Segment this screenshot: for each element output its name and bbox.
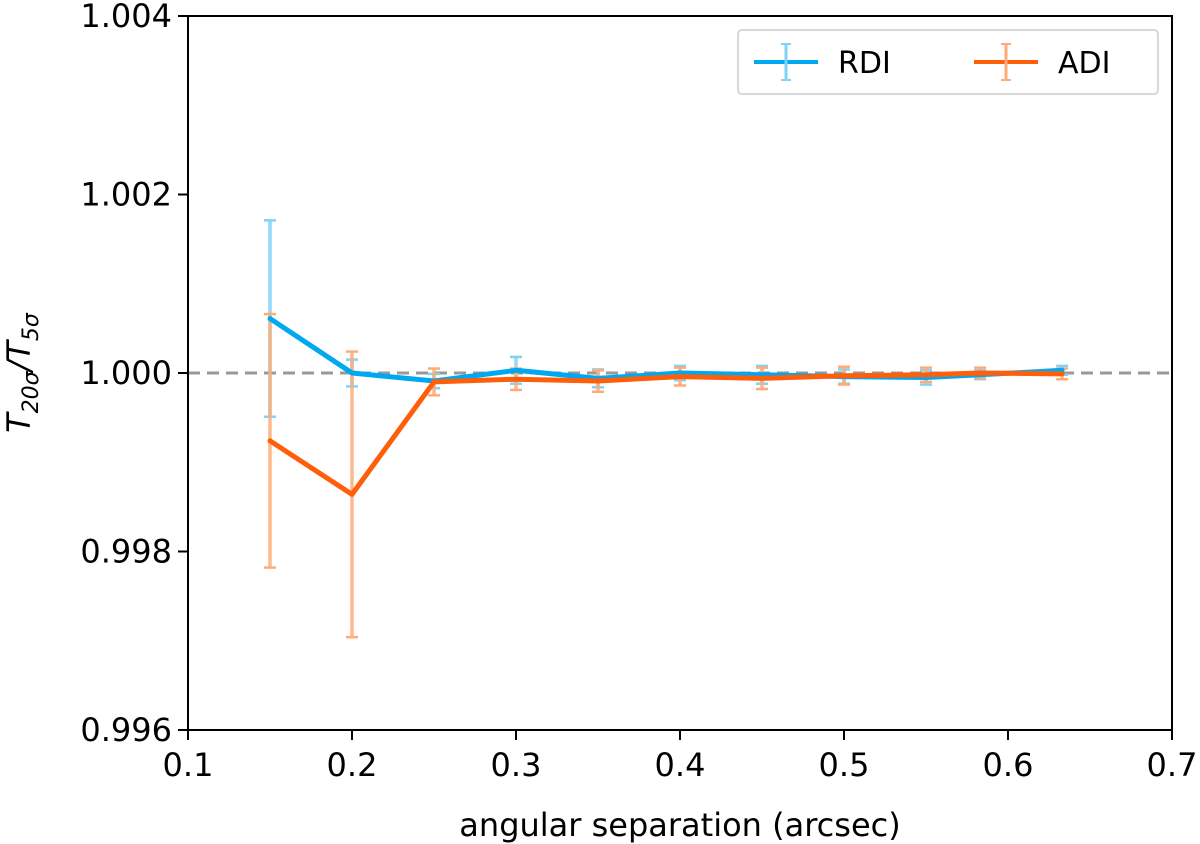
x-tick-label: 0.2 [327, 746, 378, 784]
x-axis-label: angular separation (arcsec) [459, 806, 900, 844]
y-axis-label-sub1: 20σ [19, 370, 44, 413]
y-axis-label: T20σ/T5σ [0, 312, 44, 433]
y-tick-label: 0.996 [80, 711, 172, 749]
adi-series-line [267, 370, 1065, 497]
x-tick-label: 0.3 [491, 746, 542, 784]
x-tick-label: 0.6 [983, 746, 1034, 784]
x-tick-label: 0.1 [163, 746, 214, 784]
y-tick-label: 1.000 [80, 354, 172, 392]
y-axis-label-sub2: 5σ [19, 312, 44, 341]
y-tick-label: 0.998 [80, 533, 172, 571]
y-tick-label: 1.002 [80, 176, 172, 214]
y-tick-label: 1.004 [80, 0, 172, 35]
legend-rdi-label: RDI [838, 46, 891, 81]
x-tick-label: 0.7 [1147, 746, 1198, 784]
x-tick-label: 0.5 [819, 746, 870, 784]
x-tick-label: 0.4 [655, 746, 706, 784]
legend-adi-label: ADI [1058, 46, 1110, 81]
y-axis-label-main: T [0, 411, 38, 433]
chart-marks [188, 219, 1172, 639]
y-axis-label-slash: /T [0, 339, 38, 375]
axis-ticks: 0.1 0.2 0.3 0.4 0.5 0.6 0.7 0.996 0.998 1.000 1.00… [80, 0, 1197, 784]
legend-box [737, 29, 1159, 95]
legend: RDI ADI [737, 29, 1159, 95]
